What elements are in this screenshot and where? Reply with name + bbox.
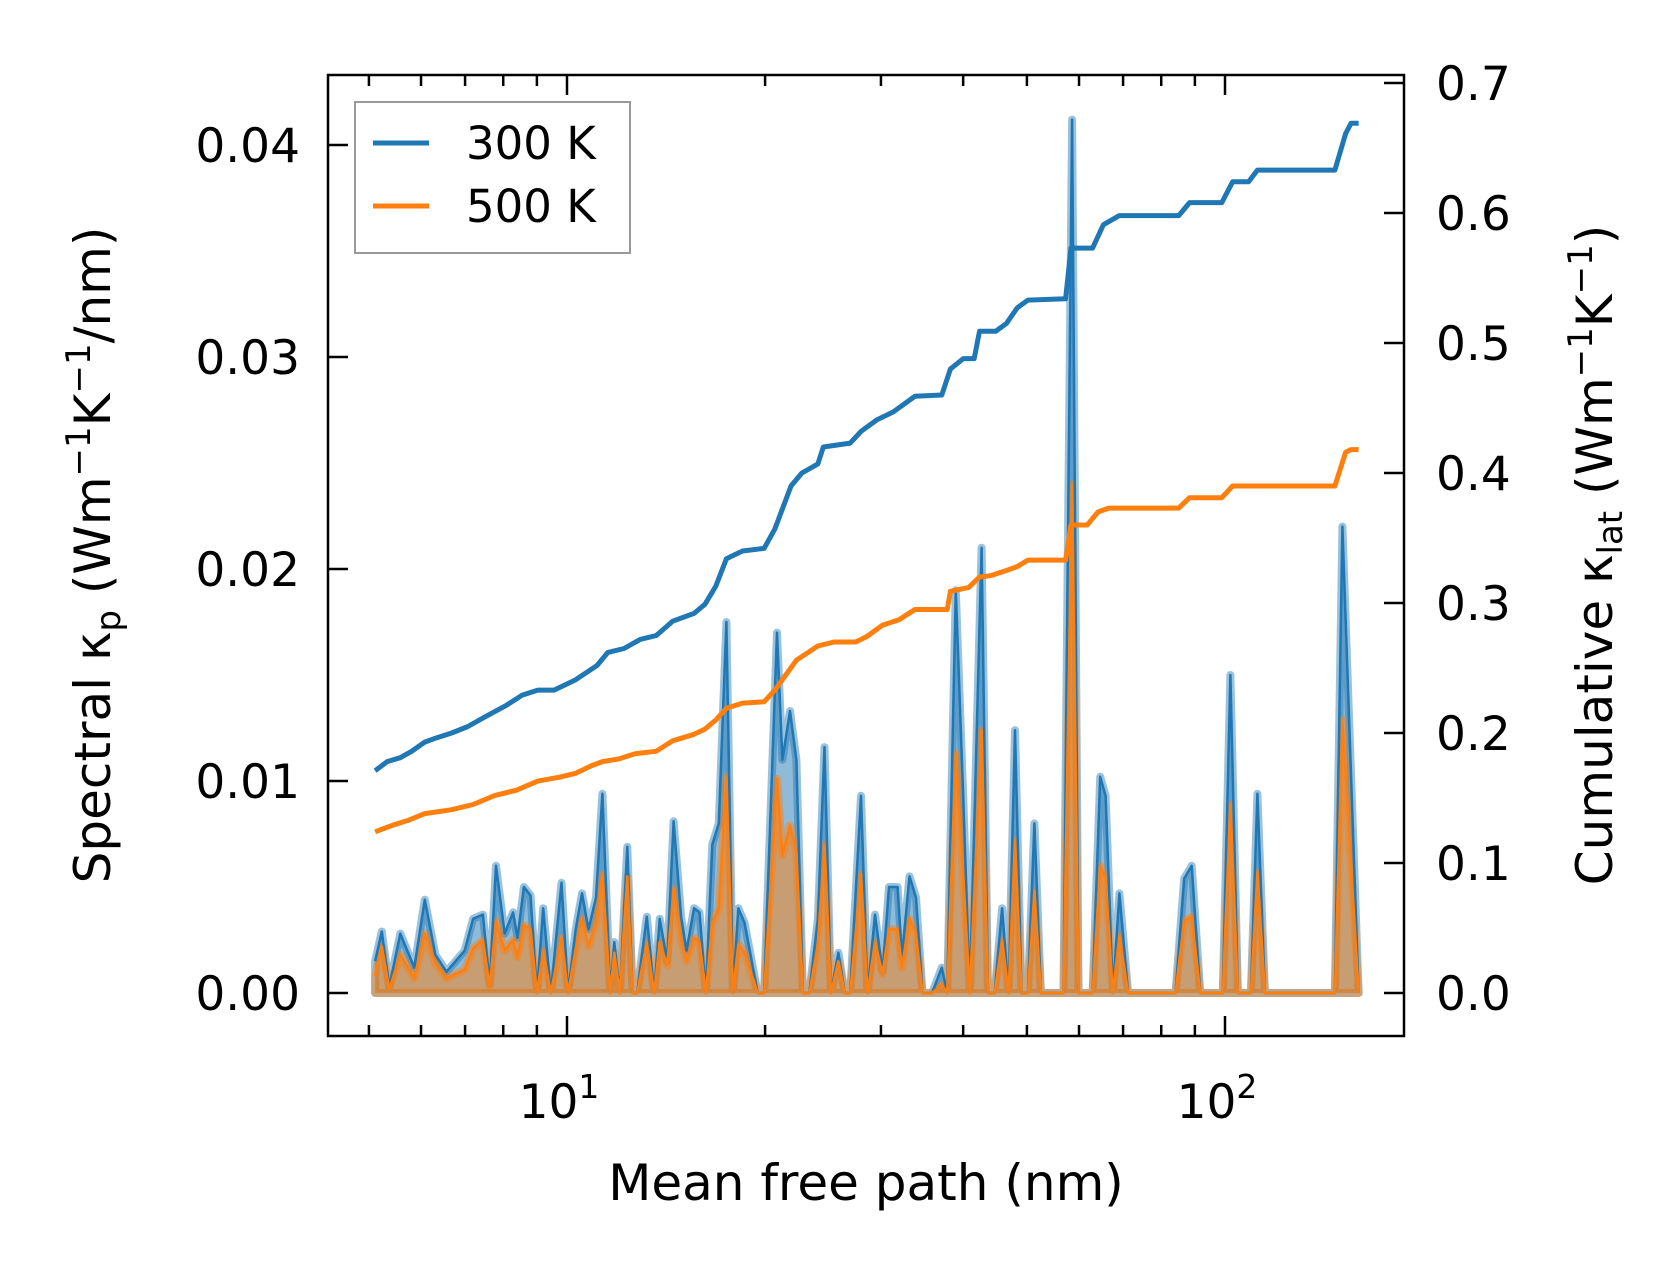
legend-label-300k: 300 K	[466, 117, 597, 170]
x-axis-label: Mean free path (nm)	[608, 1154, 1124, 1212]
x-tick-label: 101	[519, 1067, 600, 1130]
y-left-tick-label: 0.00	[195, 967, 300, 1022]
y-left-tick-label: 0.04	[195, 119, 300, 174]
x-tick-label-exponent: 1	[578, 1067, 599, 1106]
x-tick-label-exponent: 2	[1236, 1067, 1257, 1106]
x-tick-label-base: 10	[1177, 1075, 1237, 1130]
y-right-tick-label: 0.7	[1436, 57, 1511, 112]
x-tick-label: 102	[1177, 1067, 1258, 1130]
legend-label-500k: 500 K	[466, 180, 597, 233]
y-left-tick-label: 0.03	[195, 331, 300, 386]
cumulative-line-500k	[374, 447, 1359, 835]
spectral-fills	[371, 115, 1363, 997]
y-left-axis-label: Spectral κp (Wm−1K−1/nm)	[59, 227, 129, 884]
legend-frame	[354, 101, 631, 254]
y-right-tick-label: 0.4	[1436, 447, 1511, 502]
x-tick-label-base: 10	[519, 1075, 579, 1130]
y-right-tick-label: 0.0	[1436, 967, 1511, 1022]
y-right-tick-label: 0.2	[1436, 707, 1511, 762]
y-right-tick-label: 0.5	[1436, 317, 1511, 372]
y-right-tick-label: 0.6	[1436, 187, 1511, 242]
y-left-tick-label: 0.02	[195, 543, 300, 598]
axis-ticks: 101 1020.000.010.020.030.040.00.10.20.30.…	[195, 57, 1510, 1130]
y-right-tick-label: 0.3	[1436, 577, 1511, 632]
legend: 300 K 500 K	[354, 101, 631, 254]
spectral-line-500k	[373, 482, 1360, 995]
cumulative-line-300k	[373, 120, 1359, 773]
y-right-tick-label: 0.1	[1436, 837, 1511, 892]
plot-frame	[326, 73, 1406, 1038]
y-right-axis-label: Cumulative κlat (Wm−1K−1)	[1561, 225, 1631, 885]
series-lines	[373, 120, 1359, 835]
y-left-tick-label: 0.01	[195, 755, 300, 810]
